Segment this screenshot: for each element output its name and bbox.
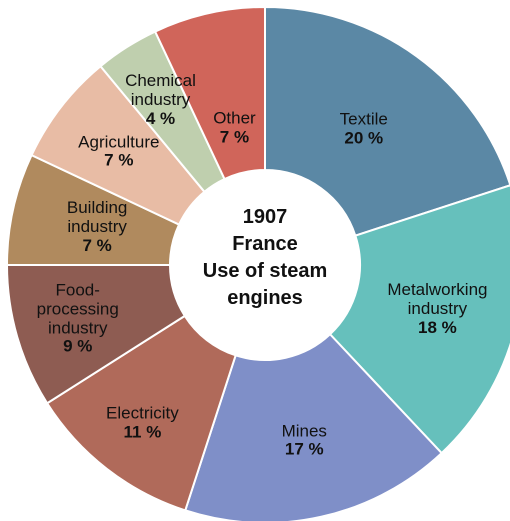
donut-hole [170,170,360,360]
slice-label: Electricity 11 % [82,403,202,442]
slice-label: Textile 20 % [319,110,409,147]
value-label: 9 % [63,337,93,357]
slice-label: Other 7 % [199,108,269,147]
value-label: 18 % [418,317,457,337]
value-label: 20 % [344,128,384,148]
category-label: Chemical industry [125,71,196,109]
value-label: 7 % [104,150,134,170]
category-label: Textile [339,109,388,129]
category-label: Metalworking industry [387,280,488,318]
category-label: Other [213,108,256,128]
category-label: Building industry [66,198,128,237]
category-label: Mines [281,420,327,440]
slice-label: Food-processing industry 9 % [23,281,133,357]
slice-label: Chemical industry 4 % [106,72,216,128]
year: 1907 [242,206,288,228]
value-label: 7 % [219,127,250,147]
value-label: 4 % [145,108,176,128]
value-label: 17 % [284,439,324,459]
slice-label: Building industry 7 % [37,199,157,255]
category-label: Electricity [106,403,179,423]
category-label: Food-processing industry [36,281,119,338]
subtitle: France [232,233,298,255]
slice-label: Metalworking industry 18 % [372,280,502,337]
center-text: 1907 France Use of steam engines [180,204,350,312]
chart-title: Use of steam engines [202,260,328,309]
slice-label: Mines 17 % [259,420,349,459]
value-label: 7 % [82,235,112,255]
slice-label: Agriculture 7 % [54,131,184,170]
value-label: 11 % [123,422,162,442]
category-label: Agriculture [78,131,160,151]
